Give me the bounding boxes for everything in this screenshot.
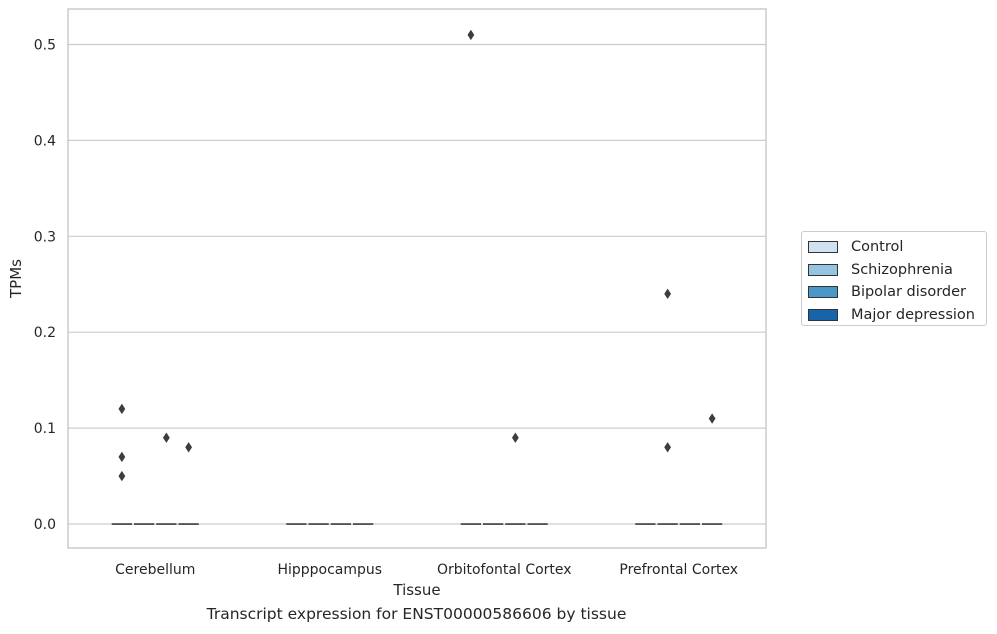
legend-swatch <box>808 286 838 299</box>
legend-swatch <box>808 263 838 276</box>
x-tick-label: Hipppocampus <box>277 562 382 578</box>
x-axis-ticks: Cerebellum Hipppocampus Orbitofontal Corte… <box>115 562 738 578</box>
plot-area <box>67 8 767 549</box>
outlier-point <box>708 413 716 424</box>
outlier-point <box>118 403 126 415</box>
outlier-point <box>185 442 193 453</box>
x-axis-label: Tissue <box>392 581 440 599</box>
legend-swatch <box>808 308 838 321</box>
legend-label: Control <box>851 239 904 256</box>
outliers <box>118 29 716 482</box>
legend-swatch <box>808 241 838 254</box>
legend-label: Major depression <box>851 306 975 323</box>
y-tick-label: 0.1 <box>34 421 56 437</box>
y-tick-label: 0.0 <box>34 517 56 533</box>
y-tick-label: 0.5 <box>34 37 56 53</box>
outlier-point <box>511 432 519 443</box>
y-axis-label: TPMs <box>7 259 25 299</box>
outlier-point <box>664 288 672 300</box>
outlier-point <box>162 432 170 443</box>
outlier-point <box>118 451 126 463</box>
legend-item: Bipolar disorder <box>808 281 986 304</box>
legend-label: Schizophrenia <box>851 261 953 278</box>
legend-item: Control <box>808 236 986 259</box>
y-tick-label: 0.4 <box>34 133 56 149</box>
outlier-point <box>118 470 126 482</box>
legend-item: Schizophrenia <box>808 259 986 282</box>
y-tick-label: 0.2 <box>34 325 56 341</box>
legend: Control Schizophrenia Bipolar disorder Majo… <box>801 231 987 326</box>
chart-title: Transcript expression for ENST0000058660… <box>206 605 627 623</box>
legend-label: Bipolar disorder <box>851 284 966 301</box>
x-tick-label: Prefrontal Cortex <box>619 562 738 578</box>
outlier-point <box>467 29 475 41</box>
y-tick-label: 0.3 <box>34 229 56 245</box>
grid-lines <box>68 43 766 525</box>
legend-item: Major depression <box>808 304 986 327</box>
outlier-point <box>664 442 672 453</box>
y-axis-ticks: 0.0 0.1 0.2 0.3 0.4 0.5 <box>34 37 56 533</box>
x-tick-label: Cerebellum <box>115 562 195 578</box>
x-tick-label: Orbitofontal Cortex <box>437 562 572 578</box>
